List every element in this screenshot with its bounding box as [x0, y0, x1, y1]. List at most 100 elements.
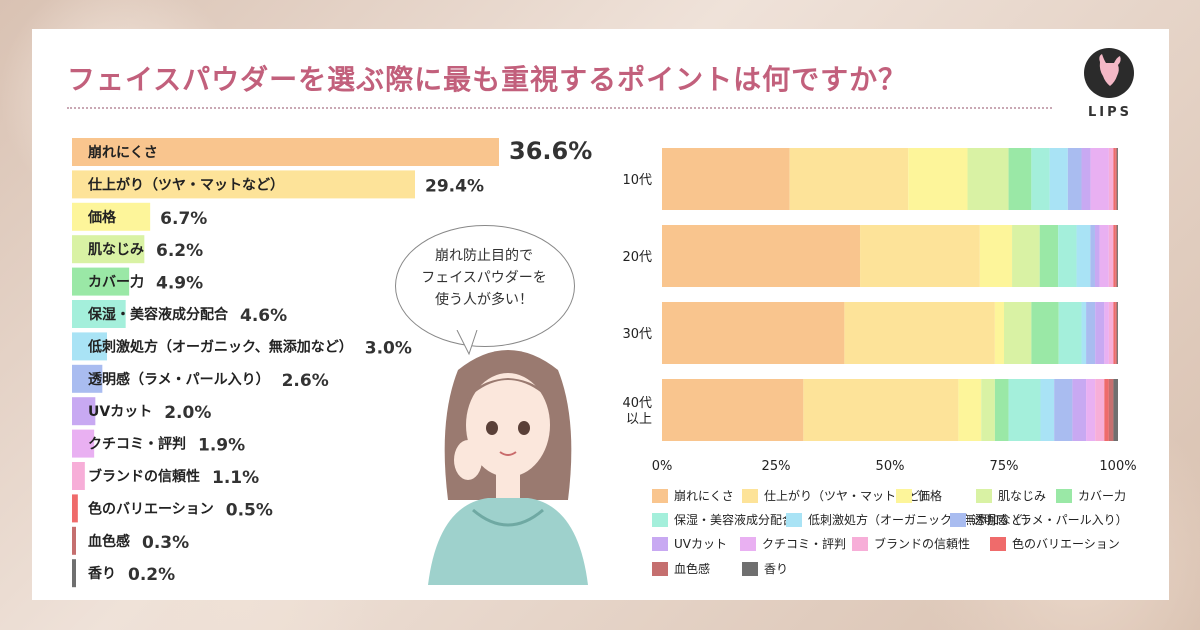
- stack-seg-3-5: [1008, 379, 1041, 441]
- age-label-3-1: 以上: [626, 412, 652, 427]
- legend-label-0: 崩れにくさ: [674, 489, 734, 503]
- age-label-2-0: 30代: [622, 327, 652, 342]
- title-divider: [67, 107, 1052, 109]
- stack-seg-1-6: [1076, 225, 1091, 287]
- stack-seg-3-6: [1040, 379, 1055, 441]
- stack-seg-2-3: [1004, 302, 1032, 364]
- logo-text: LIPS: [1087, 105, 1132, 120]
- legend-label-8: UVカット: [674, 537, 727, 551]
- stack-seg-1-5: [1058, 225, 1077, 287]
- stack-seg-1-10: [1108, 225, 1114, 287]
- bar-label-1: 仕上がり（ツヤ・マットなど）: [87, 176, 284, 193]
- legend-swatch-1: [742, 489, 758, 503]
- bar-7: [72, 364, 103, 393]
- stack-seg-3-11: [1104, 379, 1109, 441]
- stack-seg-3-13: [1113, 379, 1118, 441]
- legend-label-2: 価格: [918, 488, 942, 503]
- bar-4: [72, 267, 130, 296]
- stack-seg-3-4: [994, 379, 1009, 441]
- bar-label-8: UVカット: [88, 404, 152, 420]
- stack-seg-0-6: [1049, 148, 1068, 210]
- bar-0: [72, 138, 499, 166]
- bar-value-13: 0.2%: [128, 565, 175, 585]
- bar-label-7: 透明感（ラメ・パール入り）: [88, 371, 270, 388]
- bar-label-13: 香り: [87, 565, 116, 582]
- speech-bubble-text: 崩れ防止目的で フェイスパウダーを 使う人が多い！: [395, 245, 573, 311]
- bar-1: [72, 170, 415, 199]
- overall-bar-chart: 崩れにくさ 36.6% 仕上がり（ツヤ・マットなど） 29.4% 価格 6.7% 肌なじみ 6…: [72, 137, 592, 588]
- stack-seg-0-11: [1113, 148, 1116, 210]
- bar-value-3: 6.2%: [156, 241, 203, 261]
- legend-swatch-2: [896, 489, 912, 503]
- bar-value-9: 1.9%: [198, 436, 245, 456]
- stack-seg-1-11: [1113, 225, 1116, 287]
- stack-seg-1-12: [1115, 225, 1118, 287]
- bar-label-0: 崩れにくさ: [88, 144, 158, 161]
- lips-logo: LIPS: [1080, 48, 1140, 128]
- xtick-3: 75%: [990, 459, 1019, 474]
- bubble-line-2: フェイスパウダーを: [421, 270, 547, 286]
- stack-seg-1-3: [1012, 225, 1040, 287]
- legend-swatch-4: [1056, 489, 1072, 503]
- stack-seg-1-4: [1039, 225, 1059, 287]
- stack-seg-0-8: [1081, 148, 1091, 210]
- stack-seg-0-12: [1115, 148, 1118, 210]
- bar-value-2: 6.7%: [160, 209, 207, 229]
- stack-seg-3-8: [1072, 379, 1087, 441]
- bar-label-11: 色のバリエーション: [88, 500, 214, 517]
- bar-label-6: 低刺激処方（オーガニック、無添加など）: [87, 338, 353, 355]
- bar-value-5: 4.6%: [240, 306, 287, 326]
- stack-seg-0-1: [789, 148, 909, 210]
- bar-8: [72, 397, 96, 426]
- legend-swatch-6: [786, 513, 802, 527]
- stack-seg-3-3: [981, 379, 995, 441]
- bar-value-1: 29.4%: [425, 176, 484, 196]
- stack-seg-2-7: [1086, 302, 1096, 364]
- legend-swatch-0: [652, 489, 668, 503]
- bar-value-11: 0.5%: [226, 500, 273, 520]
- legend-label-4: カバー力: [1078, 489, 1126, 503]
- stack-seg-0-4: [1008, 148, 1032, 210]
- bar-label-12: 血色感: [88, 533, 130, 550]
- legend-swatch-13: [742, 562, 758, 576]
- bar-label-9: クチコミ・評判: [88, 436, 186, 453]
- speech-bubble-tail-icon: [456, 330, 478, 356]
- bar-6: [72, 332, 107, 361]
- bar-value-0: 36.6%: [509, 137, 592, 165]
- stack-seg-0-2: [908, 148, 968, 210]
- stack-seg-3-12: [1108, 379, 1114, 441]
- legend-swatch-12: [652, 562, 668, 576]
- bar-13: [72, 559, 76, 588]
- page-title: フェイスパウダーを選ぶ際に最も重視するポイントは何ですか？: [67, 63, 908, 96]
- xtick-0: 0%: [652, 459, 673, 474]
- legend-swatch-7: [950, 513, 966, 527]
- bar-label-4: カバー力: [88, 274, 144, 291]
- legend-label-1: 仕上がり（ツヤ・マットなど）: [764, 488, 932, 503]
- stack-seg-0-9: [1090, 148, 1109, 210]
- stack-seg-0-3: [967, 148, 1009, 210]
- bar-9: [72, 429, 95, 458]
- bar-5: [72, 300, 126, 328]
- legend-label-5: 保湿・美容液成分配合: [674, 512, 794, 527]
- legend-label-3: 肌なじみ: [998, 489, 1046, 503]
- stack-seg-0-5: [1031, 148, 1050, 210]
- stack-seg-3-7: [1054, 379, 1073, 441]
- stack-seg-1-2: [979, 225, 1013, 287]
- bar-value-10: 1.1%: [212, 468, 259, 488]
- legend-swatch-3: [976, 489, 992, 503]
- stack-seg-2-5: [1058, 302, 1082, 364]
- legend-label-7: 透明感（ラメ・パール入り）: [972, 512, 1128, 527]
- bar-value-8: 2.0%: [164, 403, 211, 423]
- xtick-4: 100%: [1099, 459, 1136, 474]
- bar-12: [72, 526, 76, 555]
- age-label-0-0: 10代: [622, 173, 652, 188]
- stack-seg-2-11: [1113, 302, 1116, 364]
- bar-label-2: 価格: [87, 209, 117, 226]
- legend-label-10: ブランドの信頼性: [874, 536, 970, 551]
- stack-seg-2-2: [994, 302, 1004, 364]
- bar-label-10: ブランドの信頼性: [88, 468, 200, 485]
- stack-seg-1-1: [860, 225, 980, 287]
- bar-3: [72, 235, 145, 264]
- stack-seg-0-0: [662, 148, 790, 210]
